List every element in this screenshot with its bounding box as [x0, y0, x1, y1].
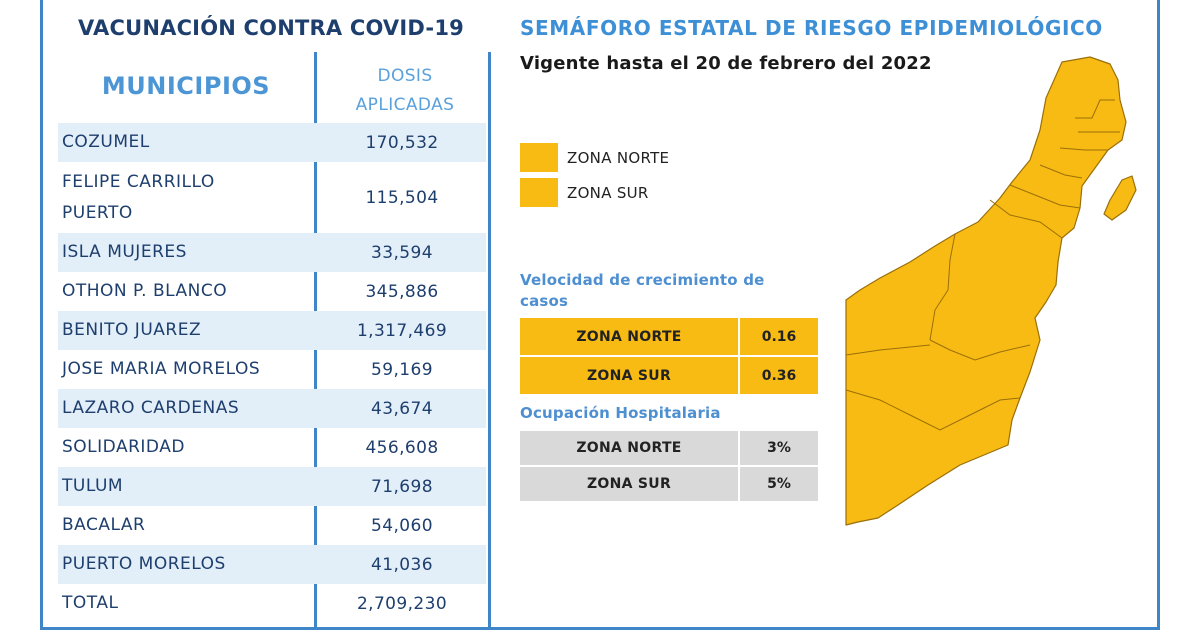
- zone-name: ZONA NORTE: [520, 431, 738, 465]
- table-row: JOSE MARIA MORELOS 59,169: [58, 350, 486, 389]
- dosis-value: 345,886: [365, 281, 439, 302]
- table-row-total: TOTAL 2,709,230: [58, 584, 486, 623]
- municipio-name: PUERTO MORELOS: [62, 554, 226, 574]
- dosis-value: 33,594: [371, 242, 433, 263]
- legend-item-zona-norte: ZONA NORTE: [520, 140, 669, 175]
- municipio-name: JOSE MARIA MORELOS: [62, 359, 261, 379]
- dosis-header: DOSIS APLICADAS: [325, 62, 485, 120]
- outer-frame: [40, 0, 1160, 630]
- legend-label: ZONA SUR: [567, 183, 649, 202]
- municipio-name: SOLIDARIDAD: [62, 437, 185, 457]
- municipio-name: LAZARO CARDENAS: [62, 398, 240, 418]
- zone-value: 0.16: [740, 318, 818, 355]
- municipio-name: BACALAR: [62, 515, 146, 535]
- municipio-name: BENITO JUAREZ: [62, 320, 202, 340]
- dosis-header-line1: DOSIS: [377, 66, 433, 86]
- hospital-row: ZONA SUR 5%: [520, 467, 818, 501]
- vaccination-table: COZUMEL 170,532 FELIPE CARRILLO PUERTO 1…: [58, 123, 486, 623]
- municipios-header: MUNICIPIOS: [101, 72, 271, 100]
- zone-value: 5%: [740, 467, 818, 501]
- growth-label: Velocidad de crecimiento de casos: [520, 271, 765, 310]
- table-row: BACALAR 54,060: [58, 506, 486, 545]
- panel-divider: [488, 52, 491, 630]
- municipio-name: ISLA MUJERES: [62, 242, 187, 262]
- dosis-value: 71,698: [371, 476, 433, 497]
- table-row: ISLA MUJERES 33,594: [58, 233, 486, 272]
- total-value: 2,709,230: [356, 593, 448, 614]
- municipio-name: COZUMEL: [62, 132, 150, 152]
- zone-name: ZONA NORTE: [520, 318, 738, 355]
- table-row: COZUMEL 170,532: [58, 123, 486, 162]
- semaforo-subtitle: Vigente hasta el 20 de febrero del 2022: [520, 53, 932, 74]
- vaccination-title: VACUNACIÓN CONTRA COVID-19: [78, 16, 464, 40]
- municipal-boundaries: [845, 99, 1120, 431]
- zone-name: ZONA SUR: [520, 357, 738, 394]
- table-row: LAZARO CARDENAS 43,674: [58, 389, 486, 428]
- dosis-value: 43,674: [371, 398, 433, 419]
- zone-value: 3%: [740, 431, 818, 465]
- municipio-name: OTHON P. BLANCO: [62, 281, 228, 301]
- cozumel-island: [1103, 175, 1137, 221]
- dosis-value: 59,169: [371, 359, 433, 380]
- table-row: BENITO JUAREZ 1,317,469: [58, 311, 486, 350]
- state-outline: [845, 56, 1137, 526]
- zone-legend: ZONA NORTE ZONA SUR: [520, 140, 669, 210]
- semaforo-title: SEMÁFORO ESTATAL DE RIESGO EPIDEMIOLÓGIC…: [520, 16, 1103, 40]
- dosis-value: 1,317,469: [356, 320, 448, 341]
- dosis-value: 456,608: [365, 437, 439, 458]
- total-label: TOTAL: [62, 593, 119, 613]
- dosis-header-line2: APLICADAS: [355, 95, 455, 115]
- legend-swatch: [520, 178, 558, 207]
- table-row: PUERTO MORELOS 41,036: [58, 545, 486, 584]
- quintana-roo-map: [845, 56, 1137, 526]
- municipio-name: TULUM: [62, 476, 124, 496]
- dosis-value: 41,036: [371, 554, 433, 575]
- table-row: OTHON P. BLANCO 345,886: [58, 272, 486, 311]
- hospital-row: ZONA NORTE 3%: [520, 431, 818, 467]
- table-row: TULUM 71,698: [58, 467, 486, 506]
- municipio-name: FELIPE CARRILLO PUERTO: [62, 171, 215, 223]
- zone-value: 0.36: [740, 357, 818, 394]
- table-row: SOLIDARIDAD 456,608: [58, 428, 486, 467]
- dosis-value: 170,532: [365, 132, 439, 153]
- dosis-value: 54,060: [371, 515, 433, 536]
- zone-name: ZONA SUR: [520, 467, 738, 501]
- legend-swatch: [520, 143, 558, 172]
- table-row: FELIPE CARRILLO PUERTO 115,504: [58, 162, 486, 233]
- growth-row: ZONA SUR 0.36: [520, 357, 818, 394]
- hospital-label: Ocupación Hospitalaria: [520, 404, 721, 422]
- bottom-border: [40, 627, 1160, 630]
- legend-item-zona-sur: ZONA SUR: [520, 175, 669, 210]
- dosis-value: 115,504: [365, 187, 439, 208]
- hospital-table: ZONA NORTE 3% ZONA SUR 5%: [520, 431, 818, 503]
- growth-row: ZONA NORTE 0.16: [520, 318, 818, 355]
- growth-table: ZONA NORTE 0.16 ZONA SUR 0.36: [520, 318, 818, 396]
- legend-label: ZONA NORTE: [567, 148, 670, 167]
